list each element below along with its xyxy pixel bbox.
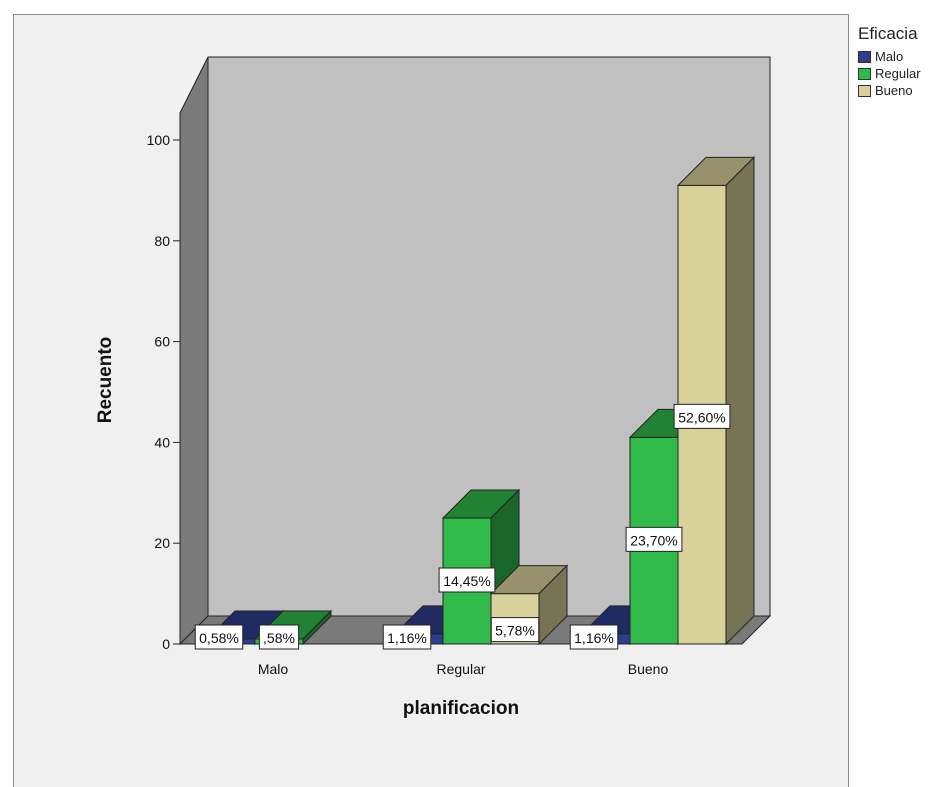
- data-label: 52,60%: [673, 403, 731, 429]
- data-label-box: [625, 526, 683, 552]
- data-label-box: [258, 624, 300, 650]
- data-label-text: 23,70%: [630, 532, 677, 548]
- x-axis-title: planificacion: [403, 698, 519, 719]
- legend-item: Malo: [858, 48, 921, 65]
- data-label: 1,16%: [569, 624, 619, 650]
- legend: Eficacia Malo Regular Bueno: [858, 24, 921, 99]
- data-label-box: [569, 624, 619, 650]
- legend-label: Malo: [875, 49, 904, 64]
- side-wall: [179, 56, 209, 646]
- y-tick-label: 0: [162, 636, 170, 652]
- data-label-text: 1,16%: [387, 630, 427, 646]
- x-tick-label: Bueno: [628, 661, 669, 677]
- x-tick-label: Malo: [258, 661, 289, 677]
- data-label-text: ,58%: [263, 630, 295, 646]
- data-label-box: [673, 403, 731, 429]
- x-tick-label: Regular: [436, 661, 485, 677]
- chart-axes: 0 20 40 60 80 100 Malo Regular Bueno: [147, 113, 669, 677]
- bar-side: [725, 156, 755, 646]
- data-label: 1,16%: [382, 624, 432, 650]
- legend-item: Regular: [858, 65, 921, 82]
- data-label: 14,45%: [438, 567, 496, 593]
- y-tick-label: 80: [154, 233, 170, 249]
- data-label-box: [194, 624, 244, 650]
- legend-title: Eficacia: [858, 24, 918, 43]
- data-label: ,58%: [258, 624, 300, 650]
- data-label-text: 0,58%: [199, 630, 239, 646]
- data-label-text: 1,16%: [574, 630, 614, 646]
- y-tick-label: 40: [154, 434, 170, 450]
- legend-swatch: [858, 84, 871, 97]
- legend-item: Bueno: [858, 82, 921, 99]
- bar-side: [302, 609, 332, 646]
- data-label-text: 52,60%: [678, 409, 725, 425]
- data-label: 5,78%: [490, 617, 540, 643]
- data-label-text: 5,78%: [495, 623, 535, 639]
- legend-label: Bueno: [875, 83, 913, 98]
- bar: [676, 156, 756, 646]
- data-label-box: [438, 567, 496, 593]
- data-label: 0,58%: [194, 624, 244, 650]
- data-label: 23,70%: [625, 526, 683, 552]
- legend-swatch: [858, 50, 871, 63]
- data-label-text: 14,45%: [443, 573, 490, 589]
- chart-data-labels: 0,58% ,58% 1,16% 14,45% 5,78% 1,16% 23,70% 52,6…: [194, 403, 731, 650]
- y-tick-label: 60: [154, 334, 170, 350]
- legend-label: Regular: [875, 66, 921, 81]
- y-tick-label: 100: [147, 132, 171, 148]
- data-label-box: [490, 617, 540, 643]
- legend-swatch: [858, 67, 871, 80]
- legend-items: Malo Regular Bueno: [858, 48, 921, 99]
- data-label-box: [382, 624, 432, 650]
- y-tick-label: 20: [154, 535, 170, 551]
- y-axis-title: Recuento: [95, 337, 116, 424]
